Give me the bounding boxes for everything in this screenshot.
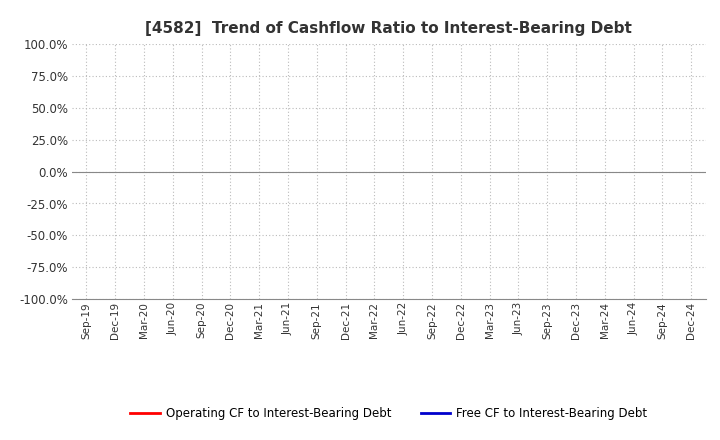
Title: [4582]  Trend of Cashflow Ratio to Interest-Bearing Debt: [4582] Trend of Cashflow Ratio to Intere… [145,21,632,36]
Legend: Operating CF to Interest-Bearing Debt, Free CF to Interest-Bearing Debt: Operating CF to Interest-Bearing Debt, F… [125,402,652,425]
